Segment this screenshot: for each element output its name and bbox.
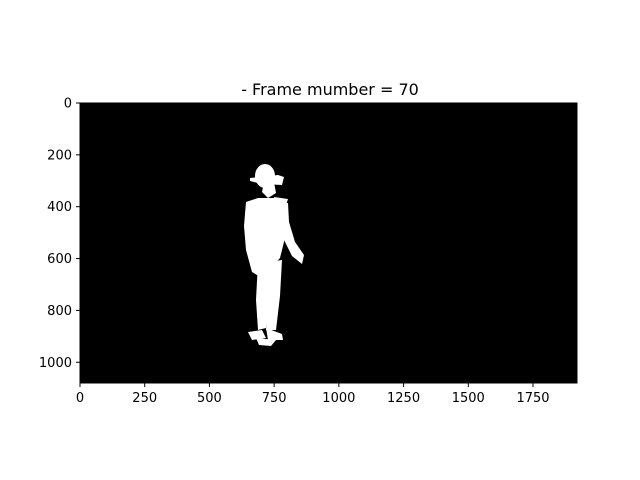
y-tick-label: 1000 [39,356,72,371]
x-axis: 0 250 500 750 1000 1250 1500 1750 [76,383,550,406]
x-tick-label: 250 [132,391,157,406]
plot-area [79,102,578,384]
image-background [80,103,577,383]
y-tick-label: 400 [47,200,72,215]
x-tick-label: 750 [262,391,287,406]
y-tick-label: 0 [64,97,72,112]
person-silhouette-mask [244,164,304,346]
x-tick-label: 500 [197,391,222,406]
plot-frame [79,102,578,384]
y-axis: 0 200 400 600 800 1000 [39,97,80,371]
x-tick-label: 1750 [516,391,549,406]
x-tick-label: 1500 [452,391,485,406]
y-tick-label: 200 [47,148,72,163]
y-tick-label: 600 [47,252,72,267]
chart-title: - Frame mumber = 70 [241,80,419,99]
x-tick-label: 0 [76,391,84,406]
x-tick-label: 1250 [387,391,420,406]
x-tick-label: 1000 [322,391,355,406]
y-tick-label: 800 [47,304,72,319]
